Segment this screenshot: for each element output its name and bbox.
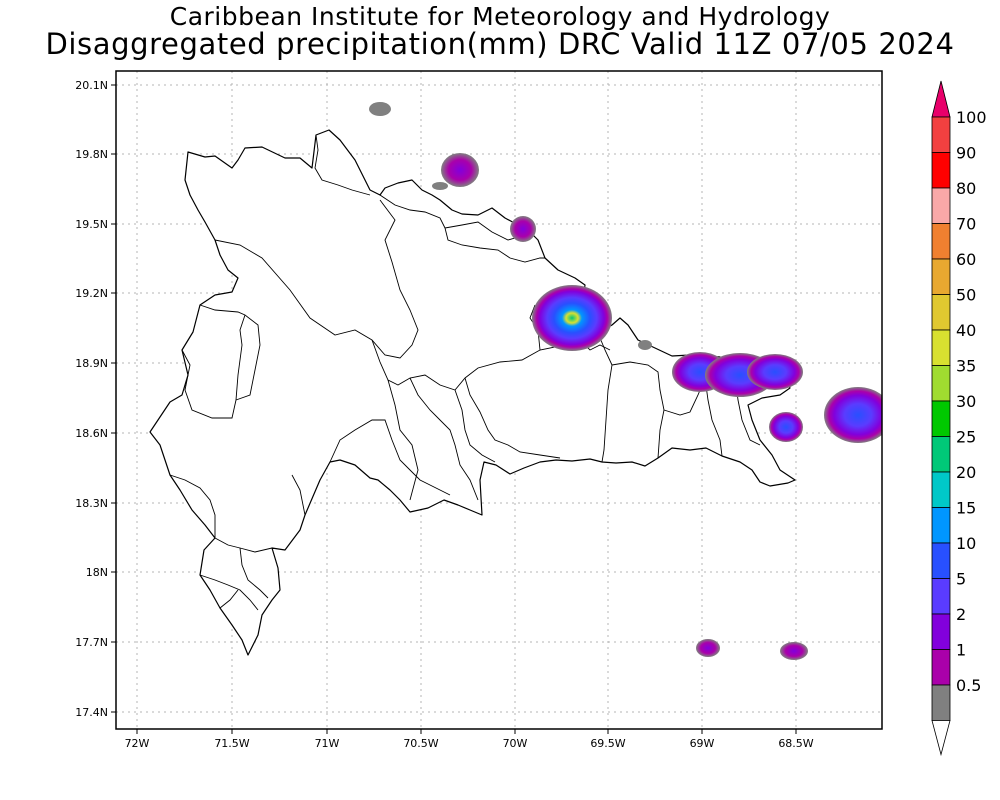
colorbar-legend: 100 90 80 70 60 50 40 35 30 25 20 15 10 5 2 1 0.5: [931, 80, 987, 757]
lat-tick-label: 19.8N: [75, 148, 108, 161]
colorbar-label: 25: [956, 428, 976, 447]
colorbar-swatch: [931, 471, 951, 508]
country-outline: [149, 129, 796, 656]
colorbar-swatch: [931, 223, 951, 260]
colorbar-label: 1: [956, 641, 966, 660]
colorbar-top-arrow: [931, 80, 951, 118]
precip-cell: [532, 285, 612, 351]
colorbar-swatch: [931, 542, 951, 579]
colorbar-swatch: [931, 507, 951, 544]
precip-cell: [824, 387, 882, 443]
colorbar-swatch: [931, 294, 951, 331]
colorbar-swatch: [931, 649, 951, 686]
title-line-1: Caribbean Institute for Meteorology and …: [169, 2, 831, 31]
colorbar-label: 2: [956, 605, 966, 624]
colorbar-swatch: [931, 684, 951, 721]
colorbar-swatch: [931, 578, 951, 615]
lat-tick-label: 19.5N: [75, 218, 108, 231]
lon-tick-label: 72W: [125, 737, 150, 750]
lat-tick-label: 18.3N: [75, 497, 108, 510]
longitude-axis: 72W 71.5W 71W 70.5W 70W 69.5W 69W 68.5W: [125, 729, 814, 750]
precip-cell: [441, 153, 479, 187]
colorbar-swatch: [931, 258, 951, 295]
colorbar-label: 30: [956, 392, 976, 411]
lat-tick-label: 19.2N: [75, 287, 108, 300]
colorbar-bottom-arrow: [931, 720, 951, 757]
lat-tick-label: 17.4N: [75, 706, 108, 719]
colorbar-label: 80: [956, 179, 976, 198]
colorbar-label: 0.5: [956, 676, 981, 695]
colorbar-label: 70: [956, 215, 976, 234]
precip-cell: [780, 642, 808, 660]
lon-tick-label: 68.5W: [778, 737, 813, 750]
lat-tick-label: 18.9N: [75, 357, 108, 370]
colorbar-swatch: [931, 329, 951, 366]
colorbar-swatch: [931, 400, 951, 437]
colorbar-label: 20: [956, 463, 976, 482]
lon-tick-label: 71.5W: [214, 737, 249, 750]
colorbar-swatch: [931, 187, 951, 224]
lat-tick-label: 18.6N: [75, 427, 108, 440]
colorbar-label: 90: [956, 144, 976, 163]
precip-cell: [747, 354, 803, 390]
precip-cell: [638, 340, 652, 350]
precip-cell: [432, 182, 448, 190]
lon-tick-label: 69.5W: [590, 737, 625, 750]
lat-tick-label: 17.7N: [75, 636, 108, 649]
colorbar-label: 50: [956, 286, 976, 305]
province-boundaries: [169, 134, 761, 611]
lat-tick-label: 20.1N: [75, 79, 108, 92]
precip-cell: [510, 216, 536, 242]
precipitation-overlay: [369, 102, 882, 660]
lon-tick-label: 69W: [690, 737, 715, 750]
lon-tick-label: 70W: [503, 737, 528, 750]
lon-tick-label: 70.5W: [403, 737, 438, 750]
colorbar-label: 5: [956, 570, 966, 589]
colorbar-swatch: [931, 152, 951, 189]
plot-frame: [115, 70, 883, 730]
colorbar-label: 40: [956, 321, 976, 340]
colorbar-label: 60: [956, 250, 976, 269]
colorbar-label: 35: [956, 357, 976, 376]
colorbar-swatch: [931, 436, 951, 473]
colorbar-label: 100: [956, 108, 987, 127]
precip-cell: [696, 639, 720, 657]
colorbar-swatch: [931, 613, 951, 650]
colorbar-label: 10: [956, 534, 976, 553]
colorbar-swatch: [931, 365, 951, 402]
lon-tick-label: 71W: [315, 737, 340, 750]
title-line-2: Disaggregated precipitation(mm) DRC Vali…: [45, 27, 955, 61]
colorbar-label: 15: [956, 499, 976, 518]
precip-cell: [369, 102, 391, 116]
precip-cell: [769, 412, 803, 442]
colorbar-swatch: [931, 116, 951, 153]
lat-tick-label: 18N: [86, 566, 108, 579]
latitude-axis: 20.1N 19.8N 19.5N 19.2N 18.9N 18.6N 18.3…: [75, 79, 116, 719]
